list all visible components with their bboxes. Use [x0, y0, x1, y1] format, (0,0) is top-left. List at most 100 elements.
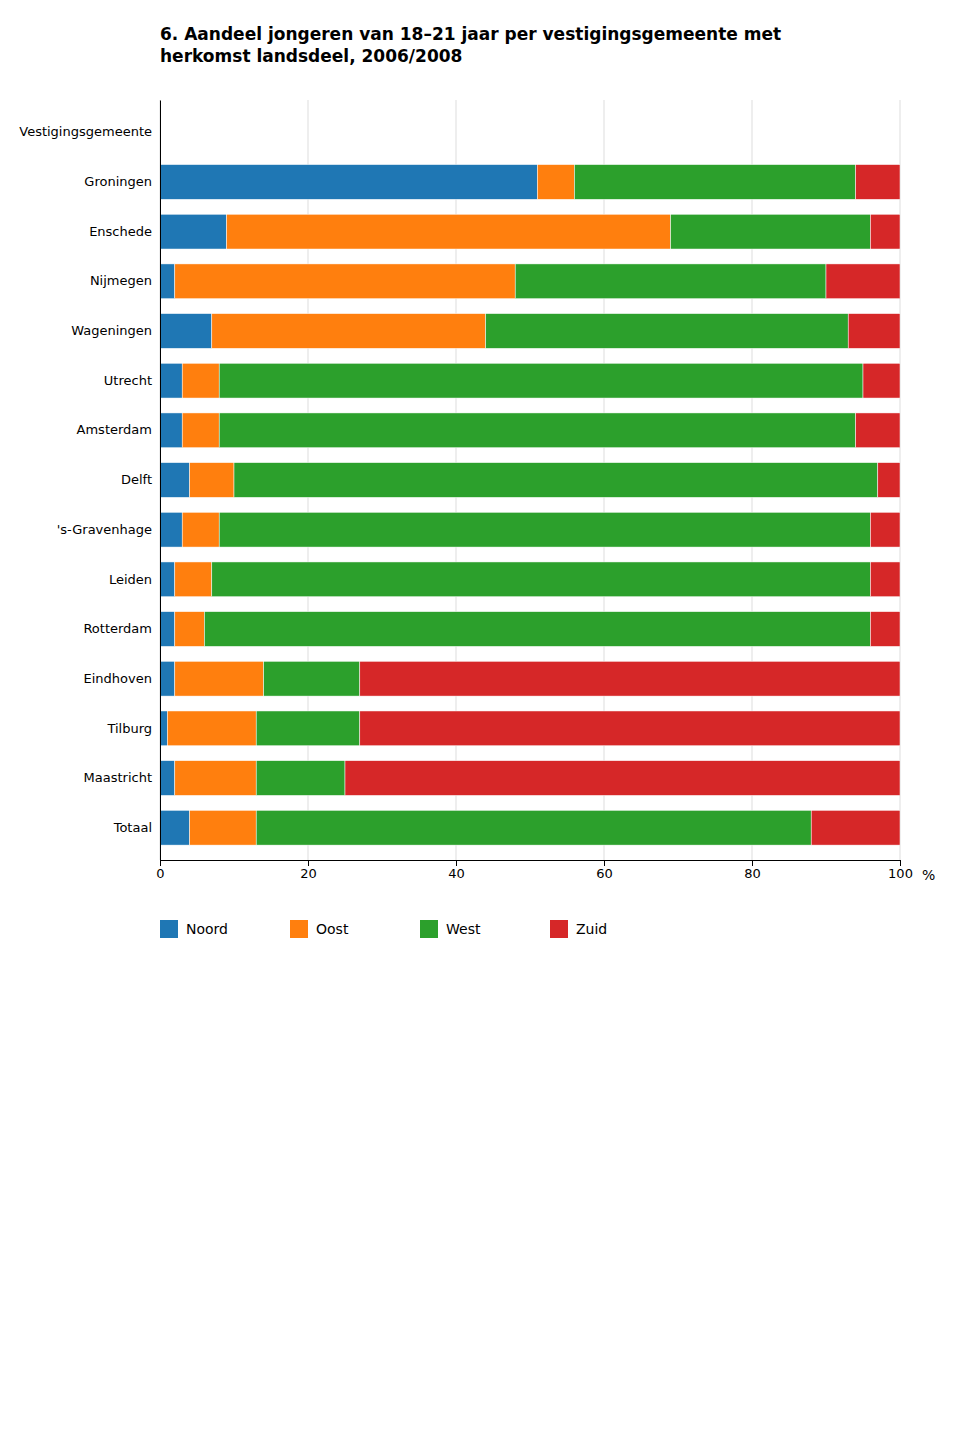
bar [160, 711, 167, 746]
bar [863, 363, 900, 398]
bar [345, 761, 900, 796]
legend-label: Oost [316, 921, 349, 937]
bar [190, 463, 234, 498]
bar [160, 314, 212, 349]
x-tick-label: 60 [596, 866, 613, 881]
y-tick: Totaal [113, 820, 160, 835]
legend-swatch [160, 920, 178, 938]
bar [160, 562, 175, 597]
bar [234, 463, 878, 498]
bar [204, 612, 870, 647]
bar [175, 612, 205, 647]
x-tick: 60 [596, 860, 613, 881]
bar-series [345, 165, 900, 846]
x-tick: 0 [156, 860, 164, 881]
bar [537, 165, 574, 200]
y-tick: Maastricht [84, 770, 160, 785]
y-tick-label: Wageningen [71, 323, 152, 338]
plot: 020406080100%VestigingsgemeenteGroningen… [19, 100, 935, 883]
bar [574, 165, 855, 200]
bar [256, 761, 345, 796]
bar [256, 711, 360, 746]
y-tick: Leiden [109, 572, 160, 587]
y-axis-line [160, 101, 161, 861]
bar [212, 562, 871, 597]
x-tick-label: 0 [156, 866, 164, 881]
y-tick: Rotterdam [83, 621, 160, 636]
bar [182, 363, 219, 398]
y-tick: 's-Gravenhage [57, 522, 160, 537]
y-tick: Amsterdam [77, 422, 160, 437]
chart: 6. Aandeel jongeren van 18–21 jaar per v… [0, 0, 960, 1000]
legend-label: Noord [186, 921, 228, 937]
grid [160, 100, 900, 860]
bar [256, 810, 811, 845]
y-tick: Groningen [84, 174, 160, 189]
x-axis-line [161, 861, 901, 867]
y-tick-label: 's-Gravenhage [57, 522, 152, 537]
title: 6. Aandeel jongeren van 18–21 jaar per v… [160, 24, 781, 66]
bar [160, 463, 190, 498]
bar [219, 413, 855, 448]
x-tick: 100 [888, 860, 913, 881]
y-tick-label: Maastricht [84, 770, 152, 785]
y-tick: Utrecht [104, 373, 160, 388]
y-tick-label: Delft [121, 472, 152, 487]
bar [160, 810, 190, 845]
y-tick: Enschede [89, 224, 160, 239]
bar [175, 264, 515, 299]
bar [160, 363, 182, 398]
title-line: 6. Aandeel jongeren van 18–21 jaar per v… [160, 24, 781, 44]
bar [515, 264, 826, 299]
y-tick-label: Eindhoven [84, 671, 152, 686]
x-tick-label: 80 [744, 866, 761, 881]
x-tick-mark [160, 860, 161, 866]
bar [182, 512, 219, 547]
bar [175, 661, 264, 696]
legend-swatch [550, 920, 568, 938]
bar [870, 562, 900, 597]
y-tick-label: Totaal [113, 820, 152, 835]
grid-line [160, 100, 161, 860]
x-tick-mark [308, 860, 309, 866]
bar [811, 810, 900, 845]
bar [175, 761, 256, 796]
y-tick: Nijmegen [90, 273, 160, 288]
legend-item: West [420, 920, 481, 938]
bar [190, 810, 257, 845]
bar [870, 612, 900, 647]
y-tick-label: Enschede [89, 224, 152, 239]
x-tick: 80 [744, 860, 761, 881]
bar [486, 314, 849, 349]
bar [160, 612, 175, 647]
y-tick: Delft [121, 472, 160, 487]
y-tick: Eindhoven [84, 671, 160, 686]
title-line: herkomst landsdeel, 2006/2008 [160, 46, 462, 66]
bars [160, 165, 900, 846]
y-tick-label: Vestigingsgemeente [19, 124, 152, 139]
bar [160, 661, 175, 696]
legend-item: Zuid [550, 920, 607, 938]
y-axis: Vestigingsgemeente Groningen Enschede Nijme… [19, 101, 160, 861]
bar [160, 264, 175, 299]
bar [878, 463, 900, 498]
x-tick-label: 100 [888, 866, 913, 881]
bar [870, 214, 900, 249]
legend-item: Noord [160, 920, 228, 938]
y-tick-label: Amsterdam [77, 422, 152, 437]
bar [212, 314, 486, 349]
x-tick-label: 20 [300, 866, 317, 881]
bar [160, 761, 175, 796]
x-tick-mark [456, 860, 457, 866]
bar [870, 512, 900, 547]
x-tick-label: 40 [448, 866, 465, 881]
bar [160, 214, 227, 249]
bar [160, 413, 182, 448]
bar [848, 314, 900, 349]
x-tick: 20 [300, 860, 317, 881]
legend: Noord Oost West Zuid [160, 920, 607, 938]
legend-label: West [446, 921, 481, 937]
bar [227, 214, 671, 249]
x-axis: 0 20 40 60 80 100 [156, 860, 913, 881]
y-tick: Tilburg [106, 721, 160, 736]
